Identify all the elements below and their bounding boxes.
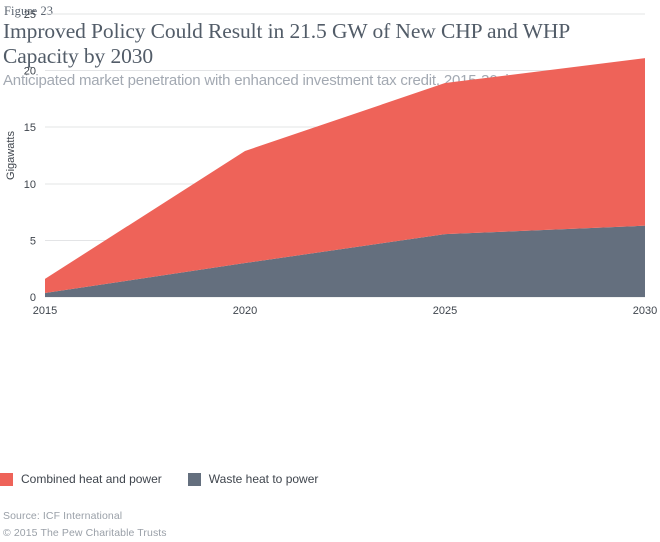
y-tick-label: 10 — [24, 179, 36, 191]
legend-label-chp: Combined heat and power — [21, 472, 162, 486]
chart-x-axis-ticks: 2015 2020 2025 2030 — [33, 305, 657, 317]
y-tick-label: 5 — [30, 235, 36, 247]
y-tick-label: 20 — [24, 66, 36, 78]
figure-number: Figure 23 — [4, 4, 54, 18]
legend-label-whp: Waste heat to power — [208, 472, 319, 486]
chart-plot-area: 0 5 10 15 20 25 2015 2020 2025 2030 Gigawatts — [5, 9, 657, 317]
y-tick-label: 0 — [30, 292, 36, 304]
legend-swatch-whp — [187, 472, 201, 486]
y-axis-title: Gigawatts — [5, 131, 17, 180]
legend-item-whp[interactable]: Waste heat to power — [187, 472, 319, 486]
x-tick-label: 2030 — [633, 305, 657, 317]
source-note: Source: ICF International — [3, 510, 123, 522]
y-tick-label: 15 — [24, 122, 36, 134]
page-title: Improved Policy Could Result in 21.5 GW … — [3, 19, 570, 68]
page-subtitle: Anticipated market penetration with enha… — [3, 72, 547, 89]
x-tick-label: 2025 — [433, 305, 457, 317]
x-tick-label: 2020 — [233, 305, 257, 317]
chart-legend: Combined heat and power Waste heat to po… — [0, 472, 344, 486]
figure-footer: Source: ICF International © 2015 The Pew… — [3, 508, 643, 542]
y-tick-label: 25 — [24, 9, 36, 21]
legend-swatch-chp — [0, 472, 13, 486]
legend-item-chp[interactable]: Combined heat and power — [0, 472, 162, 486]
copyright-note: © 2015 The Pew Charitable Trusts — [3, 527, 167, 539]
chart-y-axis-ticks: 0 5 10 15 20 25 — [24, 9, 36, 304]
chart-series-areas — [45, 58, 645, 297]
x-tick-label: 2015 — [33, 305, 57, 317]
